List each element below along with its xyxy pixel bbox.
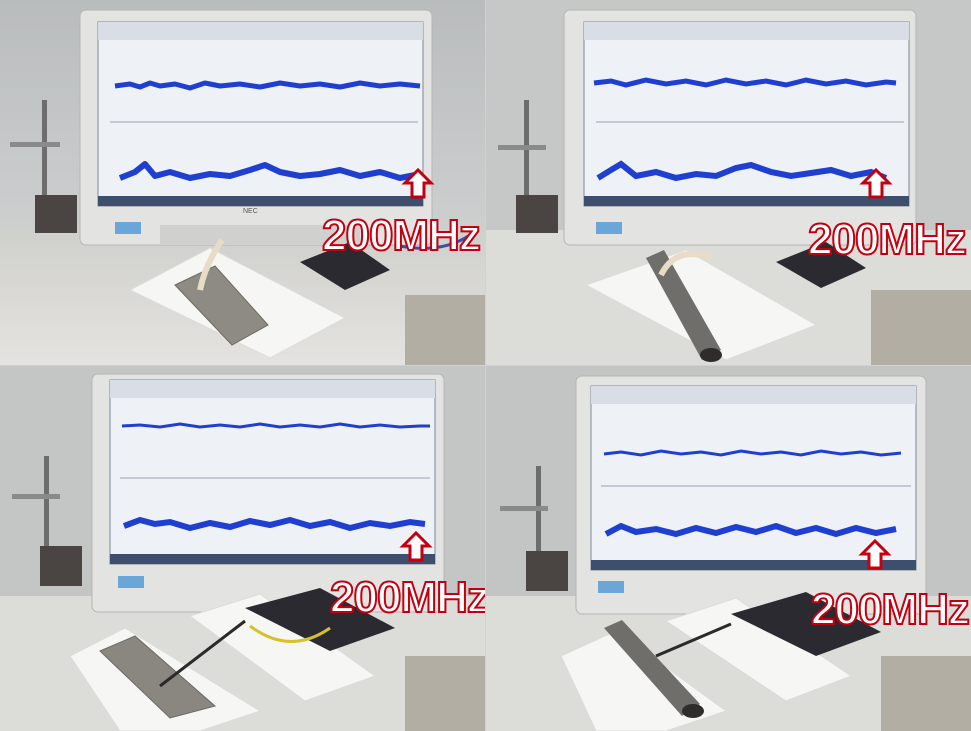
frequency-annotation: 200MHz xyxy=(321,211,482,260)
panel-top-right: 200MHz xyxy=(486,0,971,365)
panel-top-left: NEC 200MHz xyxy=(0,0,485,365)
photo-scene xyxy=(0,366,485,731)
panel-bottom-right: 200MHz xyxy=(486,366,971,731)
photo-scene xyxy=(0,0,485,365)
monitor-screen xyxy=(97,21,424,207)
stand-rod xyxy=(42,100,47,210)
monitor-brand-label: NEC xyxy=(243,208,258,215)
frequency-annotation: 200MHz xyxy=(810,585,971,634)
photo-scene xyxy=(486,0,971,365)
frequency-annotation: 200MHz xyxy=(329,573,485,622)
photo-scene xyxy=(486,366,971,731)
magnetic-base xyxy=(35,195,77,233)
frequency-annotation: 200MHz xyxy=(807,215,968,264)
panel-bottom-left: 200MHz xyxy=(0,366,485,731)
